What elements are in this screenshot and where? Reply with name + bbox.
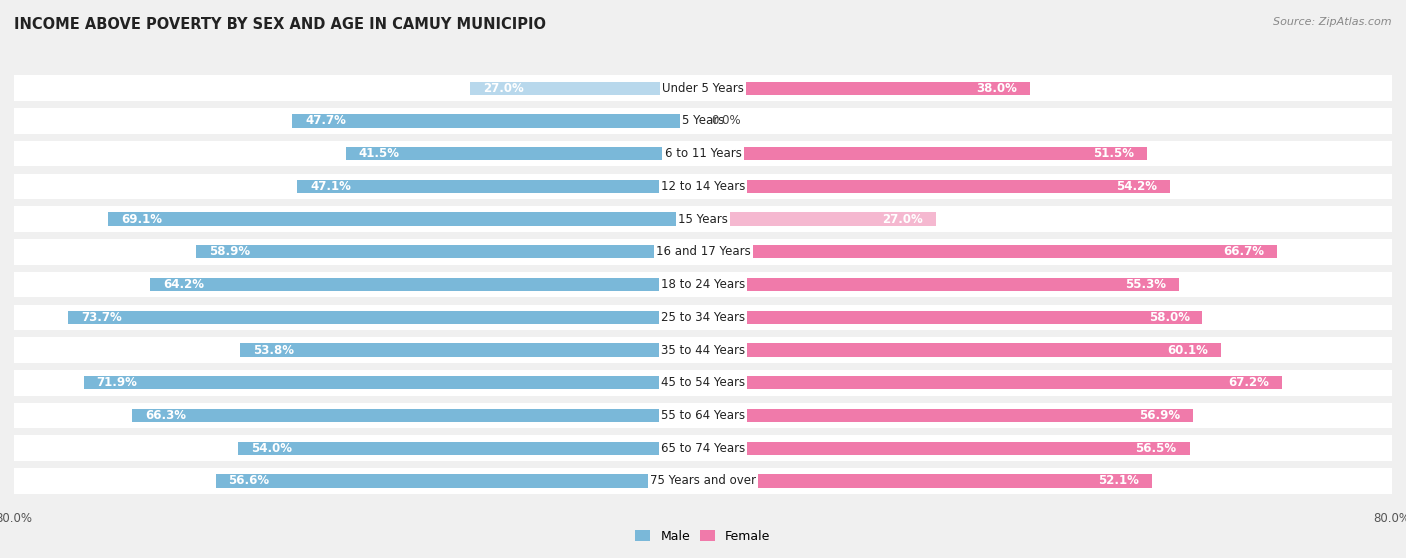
Bar: [132, 409, 703, 422]
Text: 15 Years: 15 Years: [678, 213, 728, 225]
Text: 41.5%: 41.5%: [359, 147, 399, 160]
Bar: [292, 114, 703, 128]
Text: Source: ZipAtlas.com: Source: ZipAtlas.com: [1274, 17, 1392, 27]
Text: 66.7%: 66.7%: [1223, 246, 1264, 258]
Text: 60.1%: 60.1%: [1167, 344, 1208, 357]
Text: 65 to 74 Years: 65 to 74 Years: [661, 442, 745, 455]
Text: 35 to 44 Years: 35 to 44 Years: [661, 344, 745, 357]
Text: 18 to 24 Years: 18 to 24 Years: [661, 278, 745, 291]
Text: INCOME ABOVE POVERTY BY SEX AND AGE IN CAMUY MUNICIPIO: INCOME ABOVE POVERTY BY SEX AND AGE IN C…: [14, 17, 546, 32]
Bar: [703, 441, 1189, 455]
Text: Under 5 Years: Under 5 Years: [662, 81, 744, 95]
Bar: [84, 376, 703, 389]
Bar: [14, 370, 1392, 396]
Text: 38.0%: 38.0%: [976, 81, 1018, 95]
Text: 55 to 64 Years: 55 to 64 Years: [661, 409, 745, 422]
Text: 56.9%: 56.9%: [1139, 409, 1180, 422]
Bar: [703, 180, 1170, 193]
Bar: [14, 75, 1392, 101]
Text: 67.2%: 67.2%: [1227, 376, 1268, 389]
Bar: [703, 474, 1152, 488]
Text: 55.3%: 55.3%: [1125, 278, 1167, 291]
Bar: [703, 409, 1194, 422]
Text: 64.2%: 64.2%: [163, 278, 204, 291]
Bar: [108, 213, 703, 226]
Bar: [703, 147, 1146, 160]
Bar: [298, 180, 703, 193]
Text: 51.5%: 51.5%: [1092, 147, 1133, 160]
Text: 47.1%: 47.1%: [311, 180, 352, 193]
Text: 52.1%: 52.1%: [1098, 474, 1139, 488]
Bar: [195, 245, 703, 258]
Bar: [14, 108, 1392, 134]
Bar: [14, 206, 1392, 232]
Bar: [14, 435, 1392, 461]
Bar: [703, 278, 1180, 291]
Text: 47.7%: 47.7%: [305, 114, 346, 127]
Bar: [703, 376, 1282, 389]
Text: 69.1%: 69.1%: [121, 213, 162, 225]
Bar: [14, 337, 1392, 363]
Text: 6 to 11 Years: 6 to 11 Years: [665, 147, 741, 160]
Text: 5 Years: 5 Years: [682, 114, 724, 127]
Text: 66.3%: 66.3%: [145, 409, 186, 422]
Bar: [14, 403, 1392, 428]
Bar: [14, 141, 1392, 166]
Bar: [215, 474, 703, 488]
Text: 56.6%: 56.6%: [229, 474, 270, 488]
Text: 27.0%: 27.0%: [484, 81, 524, 95]
Bar: [69, 311, 703, 324]
Bar: [238, 441, 703, 455]
Text: 56.5%: 56.5%: [1136, 442, 1177, 455]
Bar: [703, 81, 1031, 95]
Text: 58.9%: 58.9%: [208, 246, 250, 258]
Text: 71.9%: 71.9%: [97, 376, 138, 389]
Text: 12 to 14 Years: 12 to 14 Years: [661, 180, 745, 193]
Text: 53.8%: 53.8%: [253, 344, 294, 357]
Bar: [703, 213, 935, 226]
Text: 75 Years and over: 75 Years and over: [650, 474, 756, 488]
Bar: [239, 343, 703, 357]
Text: 27.0%: 27.0%: [882, 213, 922, 225]
Text: 0.0%: 0.0%: [711, 114, 741, 127]
Bar: [14, 174, 1392, 199]
Bar: [14, 468, 1392, 494]
Bar: [703, 343, 1220, 357]
Bar: [150, 278, 703, 291]
Text: 25 to 34 Years: 25 to 34 Years: [661, 311, 745, 324]
Bar: [703, 311, 1202, 324]
Text: 45 to 54 Years: 45 to 54 Years: [661, 376, 745, 389]
Text: 16 and 17 Years: 16 and 17 Years: [655, 246, 751, 258]
Text: 58.0%: 58.0%: [1149, 311, 1189, 324]
Text: 73.7%: 73.7%: [82, 311, 122, 324]
Bar: [703, 245, 1278, 258]
Bar: [14, 305, 1392, 330]
Bar: [471, 81, 703, 95]
Text: 54.0%: 54.0%: [250, 442, 292, 455]
Text: 54.2%: 54.2%: [1116, 180, 1157, 193]
Bar: [14, 272, 1392, 297]
Bar: [346, 147, 703, 160]
Bar: [14, 239, 1392, 264]
Legend: Male, Female: Male, Female: [630, 525, 776, 548]
